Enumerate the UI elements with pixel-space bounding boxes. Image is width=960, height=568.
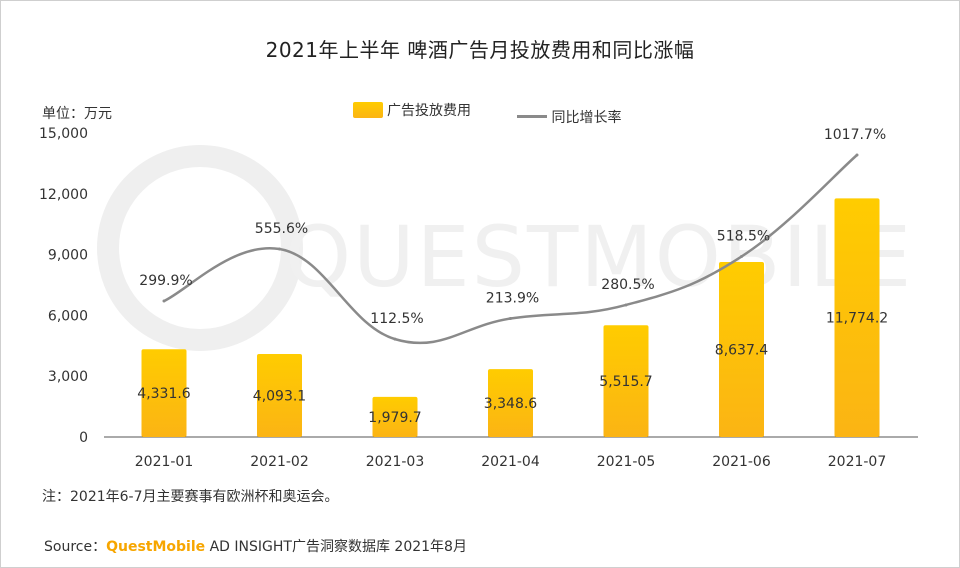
x-tick-label: 2021-07 <box>828 454 887 470</box>
x-tick-label: 2021-04 <box>481 454 540 470</box>
legend: 广告投放费用 同比增长率 <box>353 100 663 127</box>
watermark-ring <box>97 145 303 351</box>
y-tick-label: 0 <box>79 430 88 446</box>
legend-bar-swatch <box>353 102 383 118</box>
y-tick-label: 9,000 <box>48 248 88 264</box>
growth-point <box>509 316 512 320</box>
bar <box>719 261 764 437</box>
growth-value-label: 112.5% <box>370 311 423 327</box>
x-tick-label: 2021-05 <box>597 454 656 470</box>
bar <box>488 369 533 437</box>
chart-title: 2021年上半年 啤酒广告月投放费用和同比涨幅 <box>265 38 695 62</box>
growth-point <box>740 255 743 259</box>
source-line: Source：QuestMobile AD INSIGHT广告洞察数据库 202… <box>44 536 467 556</box>
bar-value-label: 8,637.4 <box>715 342 769 358</box>
x-tick-label: 2021-06 <box>712 454 771 470</box>
y-tick-label: 15,000 <box>39 126 88 142</box>
growth-value-label: 518.5% <box>717 229 770 245</box>
bar-value-label: 4,331.6 <box>137 386 191 402</box>
growth-value-label: 299.9% <box>139 273 192 289</box>
legend-item-line: 同比增长率 <box>517 107 621 127</box>
growth-value-label: 280.5% <box>601 277 654 293</box>
y-tick-label: 3,000 <box>48 369 88 385</box>
source-prefix: Source： <box>44 539 107 555</box>
y-tick-label: 12,000 <box>39 187 88 203</box>
growth-value-label: 555.6% <box>255 221 308 237</box>
source-brand: QuestMobile <box>106 539 206 555</box>
growth-point <box>855 153 859 157</box>
growth-point <box>393 337 397 341</box>
bar <box>603 325 649 437</box>
bar <box>141 349 187 437</box>
growth-point <box>278 247 281 251</box>
legend-line-swatch <box>517 115 548 118</box>
growth-point <box>624 303 628 307</box>
bar-value-label: 5,515.7 <box>599 374 652 390</box>
growth-value-label: 213.9% <box>486 290 539 306</box>
watermark-text: QUESTMOBILE <box>285 208 913 306</box>
x-tick-label: 2021-03 <box>366 454 425 470</box>
bar-value-label: 11,774.2 <box>826 311 888 327</box>
bar <box>372 396 418 437</box>
bar-value-label: 4,093.1 <box>253 389 306 405</box>
bar <box>834 198 880 437</box>
growth-value-label: 1017.7% <box>824 127 886 143</box>
y-tick-label: 6,000 <box>48 308 88 324</box>
y-axis-unit-label: 单位：万元 <box>42 106 112 122</box>
bar-value-label: 1,979.7 <box>368 410 421 426</box>
bar <box>257 354 302 437</box>
footnote: 注：2021年6-7月主要赛事有欧洲杯和奥运会。 <box>42 489 339 505</box>
legend-item-bar: 广告投放费用 <box>353 100 471 120</box>
growth-point <box>162 299 166 303</box>
x-tick-label: 2021-02 <box>250 454 309 470</box>
legend-bar-label: 广告投放费用 <box>387 103 471 119</box>
bar-value-label: 3,348.6 <box>484 396 538 412</box>
x-tick-label: 2021-01 <box>135 454 194 470</box>
legend-line-label: 同比增长率 <box>551 109 622 126</box>
source-suffix: AD INSIGHT广告洞察数据库 2021年8月 <box>205 539 467 555</box>
